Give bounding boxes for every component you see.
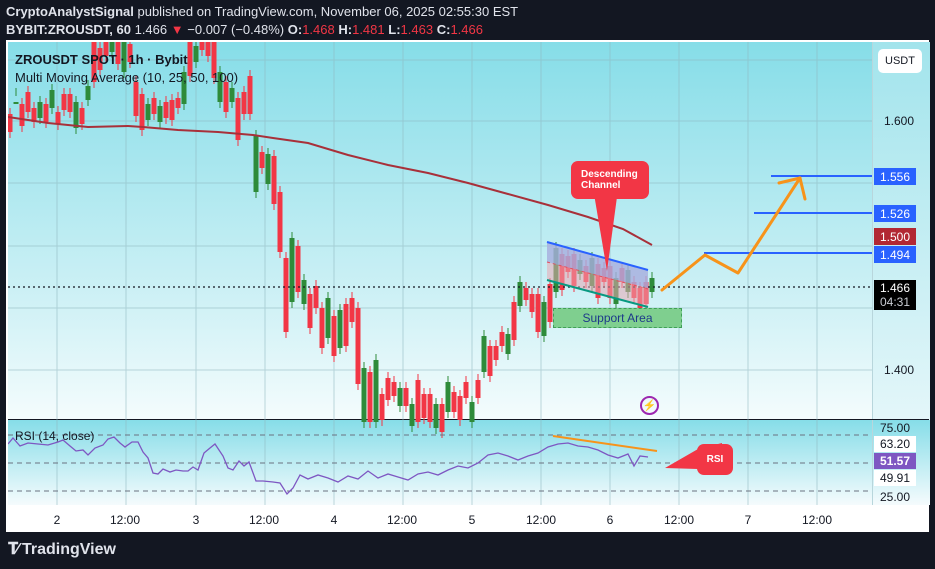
symbol: BYBIT:ZROUSDT, 60: [6, 22, 131, 37]
descending-channel-callout[interactable]: Descending Channel: [571, 161, 649, 199]
rsi-tick-25: 25.00: [879, 490, 911, 504]
low-value: 1.463: [400, 22, 434, 37]
pane-separator[interactable]: [8, 419, 929, 420]
time-tick: 2: [53, 513, 61, 527]
brand-name: TradingView: [21, 541, 116, 558]
open-value: 1.468: [302, 22, 335, 37]
price-tag-1526: 1.526: [874, 205, 916, 222]
publisher-name[interactable]: CryptoAnalystSignal: [6, 4, 134, 19]
time-axis[interactable]: 2 12:00 3 12:00 4 12:00 5 12:00 6 12:00 …: [8, 505, 929, 531]
time-tick: 12:00: [525, 513, 557, 527]
lightning-icon[interactable]: ⚡: [640, 396, 659, 415]
change: −0.007 (−0.48%): [187, 22, 285, 37]
price-tag-1500: 1.500: [874, 228, 916, 245]
current-price-tag: 1.466 04:31: [874, 280, 916, 310]
time-tick: 3: [192, 513, 200, 527]
price-tag-1556: 1.556: [874, 168, 916, 185]
bar-countdown: 04:31: [879, 295, 911, 309]
rsi-tick-75: 75.00: [879, 421, 911, 435]
channel-lower-line[interactable]: [546, 279, 649, 308]
open-label: O:: [287, 22, 303, 37]
publish-text: published on TradingView.com, November 0…: [137, 4, 519, 19]
channel-upper-line[interactable]: [546, 241, 649, 271]
currency-button[interactable]: USDT: [878, 49, 922, 73]
close-value: 1.466: [450, 22, 483, 37]
rsi-ma-tag: 63.20: [874, 436, 916, 452]
high-label: H:: [338, 22, 353, 37]
publish-info: CryptoAnalystSignal published on Trading…: [6, 4, 518, 19]
close-label: C:: [436, 22, 451, 37]
chart-title[interactable]: ZROUSDT SPOT · 1h · Bybit: [15, 52, 188, 67]
channel-callout-pointer: [592, 182, 619, 271]
down-arrow-icon: ▼: [170, 22, 184, 37]
support-area-box[interactable]: Support Area: [553, 308, 682, 328]
time-tick: 12:00: [248, 513, 280, 527]
rsi-value-tag: 51.57: [874, 453, 916, 469]
chart-overlay: [8, 42, 872, 505]
rsi-divergence-line[interactable]: [552, 435, 658, 452]
current-price-value: 1.466: [879, 281, 911, 295]
high-value: 1.481: [352, 22, 385, 37]
price-tick-1400: 1.400: [884, 363, 915, 377]
time-tick: 12:00: [801, 513, 833, 527]
time-tick: 4: [330, 513, 338, 527]
time-tick: 12:00: [663, 513, 695, 527]
tv-logo-icon: 𝐓⁄: [8, 541, 19, 558]
low-label: L:: [388, 22, 401, 37]
time-tick: 12:00: [386, 513, 418, 527]
time-tick: 6: [606, 513, 614, 527]
time-tick: 5: [468, 513, 476, 527]
rsi-mid-tag: 49.91: [874, 470, 916, 486]
channel-upper-fill: [547, 242, 648, 288]
time-tick: 12:00: [109, 513, 141, 527]
ohlc-bar: BYBIT:ZROUSDT, 60 1.466 ▼ −0.007 (−0.48%…: [6, 22, 483, 37]
moving-average-100: [8, 116, 653, 246]
indicator-label-mma[interactable]: Multi Moving Average (10, 25, 50, 100): [15, 70, 239, 85]
last-price: 1.466: [134, 22, 168, 37]
rsi-callout[interactable]: RSI: [697, 444, 733, 475]
projection-arrow[interactable]: [660, 176, 807, 292]
rsi-line: [8, 436, 649, 496]
price-tick-1600: 1.600: [884, 114, 915, 128]
time-tick: 7: [744, 513, 752, 527]
candlesticks: [8, 42, 655, 438]
indicator-label-rsi[interactable]: RSI (14, close): [15, 429, 95, 443]
price-tag-1494: 1.494: [874, 246, 916, 263]
tradingview-logo[interactable]: 𝐓⁄ TradingView: [8, 541, 116, 559]
